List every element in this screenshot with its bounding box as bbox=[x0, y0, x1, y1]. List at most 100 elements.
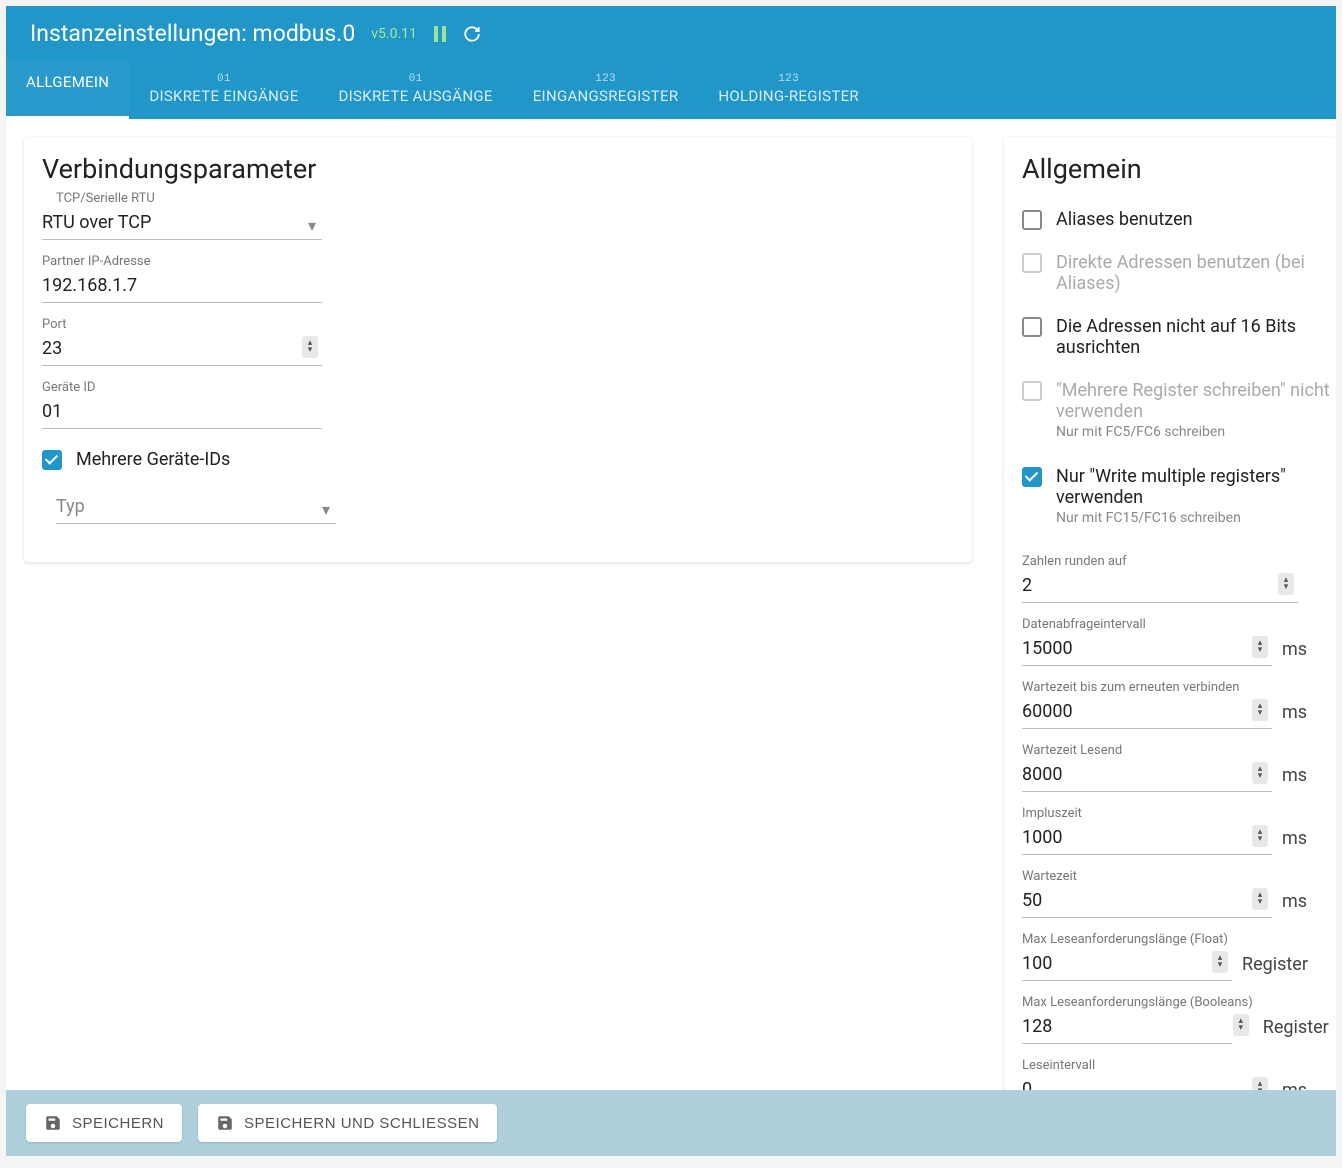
reconnect-unit: ms bbox=[1282, 702, 1307, 729]
reconnect-input[interactable] bbox=[1022, 697, 1272, 729]
ip-label: Partner IP-Adresse bbox=[42, 254, 954, 269]
tab-allgemein[interactable]: ALLGEMEIN bbox=[6, 61, 129, 119]
maxbool-input[interactable] bbox=[1022, 1012, 1232, 1044]
connection-heading: Verbindungsparameter bbox=[42, 153, 954, 185]
typ-select[interactable]: Typ ▾ bbox=[56, 492, 336, 524]
check-aliases[interactable] bbox=[1022, 210, 1042, 230]
save-icon bbox=[44, 1114, 62, 1132]
devid-input[interactable] bbox=[42, 397, 322, 429]
wait-unit: ms bbox=[1282, 891, 1307, 918]
readint-unit: ms bbox=[1282, 1080, 1307, 1090]
tab-badge: 01 bbox=[149, 73, 298, 85]
app-header: Instanzeinstellungen: modbus.0 v5.0.11 bbox=[6, 6, 1336, 61]
check-direct bbox=[1022, 253, 1042, 273]
app-root: Instanzeinstellungen: modbus.0 v5.0.11 A… bbox=[6, 6, 1336, 1156]
ip-input[interactable] bbox=[42, 271, 322, 303]
readwait-input[interactable] bbox=[1022, 760, 1272, 792]
save-icon bbox=[216, 1114, 234, 1132]
poll-label: Datenabfrageintervall bbox=[1022, 617, 1272, 632]
tab-holding-register[interactable]: 123 HOLDING-REGISTER bbox=[698, 61, 879, 119]
maxfloat-input[interactable] bbox=[1022, 949, 1232, 981]
readwait-label: Wartezeit Lesend bbox=[1022, 743, 1272, 758]
conn-type-label: TCP/Serielle RTU bbox=[42, 191, 954, 206]
readwait-unit: ms bbox=[1282, 765, 1307, 792]
tab-badge: 01 bbox=[339, 73, 493, 85]
check-onlymulti-label: Nur "Write multiple registers" verwenden bbox=[1056, 466, 1286, 508]
check-onlymulti-sub: Nur mit FC15/FC16 schreiben bbox=[1056, 510, 1336, 526]
general-panel: Allgemein Aliases benutzen Direkte Adres… bbox=[1004, 137, 1336, 1090]
check-align16-label: Die Adressen nicht auf 16 Bits ausrichte… bbox=[1056, 316, 1336, 358]
multi-ids-label: Mehrere Geräte-IDs bbox=[76, 449, 230, 470]
check-nomulti-label: "Mehrere Register schreiben" nicht verwe… bbox=[1056, 380, 1330, 422]
stepper-icon[interactable]: ▴▾ bbox=[302, 336, 318, 358]
connection-panel: Verbindungsparameter TCP/Serielle RTU RT… bbox=[24, 137, 972, 562]
check-direct-row: Direkte Adressen benutzen (bei Aliases) bbox=[1022, 252, 1336, 294]
impulse-row: Impluszeit ▴▾ ms bbox=[1022, 806, 1336, 855]
stepper-icon[interactable]: ▴▾ bbox=[1212, 951, 1228, 973]
tab-eingangsregister[interactable]: 123 EINGANGSREGISTER bbox=[513, 61, 699, 119]
pause-icon[interactable] bbox=[433, 26, 447, 42]
round-input[interactable] bbox=[1022, 571, 1298, 603]
check-onlymulti[interactable] bbox=[1022, 467, 1042, 487]
poll-row: Datenabfrageintervall ▴▾ ms bbox=[1022, 617, 1336, 666]
devid-label: Geräte ID bbox=[42, 380, 954, 395]
check-align16[interactable] bbox=[1022, 317, 1042, 337]
readint-input[interactable] bbox=[1022, 1075, 1272, 1090]
tab-label: DISKRETE EINGÄNGE bbox=[149, 87, 298, 105]
check-nomulti-sub: Nur mit FC5/FC6 schreiben bbox=[1056, 424, 1336, 440]
content-area: Verbindungsparameter TCP/Serielle RTU RT… bbox=[6, 119, 1336, 1090]
maxfloat-label: Max Leseanforderungslänge (Float) bbox=[1022, 932, 1232, 947]
tab-label: EINGANGSREGISTER bbox=[533, 87, 679, 105]
tab-badge: 123 bbox=[718, 73, 859, 85]
port-label: Port bbox=[42, 317, 954, 332]
poll-unit: ms bbox=[1282, 639, 1307, 666]
conn-type-select[interactable]: RTU over TCP ▾ bbox=[42, 208, 322, 240]
tab-badge: 123 bbox=[533, 73, 679, 85]
multi-ids-checkbox[interactable] bbox=[42, 450, 62, 470]
save-button[interactable]: SPEICHERN bbox=[26, 1104, 182, 1142]
typ-value: Typ bbox=[56, 492, 336, 524]
impulse-label: Impluszeit bbox=[1022, 806, 1272, 821]
impulse-input[interactable] bbox=[1022, 823, 1272, 855]
tab-label: DISKRETE AUSGÄNGE bbox=[339, 87, 493, 105]
round-row: Zahlen runden auf ▴▾ bbox=[1022, 554, 1336, 603]
check-align16-row: Die Adressen nicht auf 16 Bits ausrichte… bbox=[1022, 316, 1336, 358]
check-direct-label: Direkte Adressen benutzen (bei Aliases) bbox=[1056, 252, 1336, 294]
stepper-icon[interactable]: ▴▾ bbox=[1233, 1014, 1249, 1036]
refresh-icon[interactable] bbox=[463, 25, 481, 43]
page-title: Instanzeinstellungen: modbus.0 bbox=[30, 20, 355, 47]
tab-diskrete-eingaenge[interactable]: 01 DISKRETE EINGÄNGE bbox=[129, 61, 318, 119]
wait-row: Wartezeit ▴▾ ms bbox=[1022, 869, 1336, 918]
maxfloat-row: Max Leseanforderungslänge (Float) ▴▾ Reg… bbox=[1022, 932, 1336, 981]
port-input[interactable] bbox=[42, 334, 322, 366]
readint-row: Leseintervall ▴▾ ms bbox=[1022, 1058, 1336, 1090]
maxfloat-unit: Register bbox=[1242, 954, 1308, 981]
check-nomulti-row: "Mehrere Register schreiben" nicht verwe… bbox=[1022, 380, 1336, 440]
save-close-button[interactable]: SPEICHERN UND SCHLIESSEN bbox=[198, 1104, 497, 1142]
stepper-icon[interactable]: ▴▾ bbox=[1252, 636, 1268, 658]
round-label: Zahlen runden auf bbox=[1022, 554, 1298, 569]
stepper-icon[interactable]: ▴▾ bbox=[1252, 1077, 1268, 1090]
save-close-label: SPEICHERN UND SCHLIESSEN bbox=[244, 1115, 479, 1132]
check-onlymulti-row: Nur "Write multiple registers" verwenden… bbox=[1022, 466, 1336, 526]
general-heading: Allgemein bbox=[1022, 153, 1336, 185]
poll-input[interactable] bbox=[1022, 634, 1272, 666]
tab-bar: ALLGEMEIN 01 DISKRETE EINGÄNGE 01 DISKRE… bbox=[6, 61, 1336, 119]
stepper-icon[interactable]: ▴▾ bbox=[1252, 825, 1268, 847]
check-nomulti bbox=[1022, 381, 1042, 401]
readint-label: Leseintervall bbox=[1022, 1058, 1272, 1073]
save-label: SPEICHERN bbox=[72, 1115, 164, 1132]
maxbool-unit: Register bbox=[1263, 1017, 1329, 1044]
tab-label: ALLGEMEIN bbox=[26, 73, 109, 91]
stepper-icon[interactable]: ▴▾ bbox=[1278, 573, 1294, 595]
stepper-icon[interactable]: ▴▾ bbox=[1252, 699, 1268, 721]
wait-label: Wartezeit bbox=[1022, 869, 1272, 884]
wait-input[interactable] bbox=[1022, 886, 1272, 918]
tab-diskrete-ausgaenge[interactable]: 01 DISKRETE AUSGÄNGE bbox=[319, 61, 513, 119]
version-label: v5.0.11 bbox=[371, 26, 417, 42]
maxbool-row: Max Leseanforderungslänge (Booleans) ▴▾ … bbox=[1022, 995, 1336, 1044]
readwait-row: Wartezeit Lesend ▴▾ ms bbox=[1022, 743, 1336, 792]
stepper-icon[interactable]: ▴▾ bbox=[1252, 888, 1268, 910]
check-aliases-row: Aliases benutzen bbox=[1022, 209, 1336, 230]
stepper-icon[interactable]: ▴▾ bbox=[1252, 762, 1268, 784]
